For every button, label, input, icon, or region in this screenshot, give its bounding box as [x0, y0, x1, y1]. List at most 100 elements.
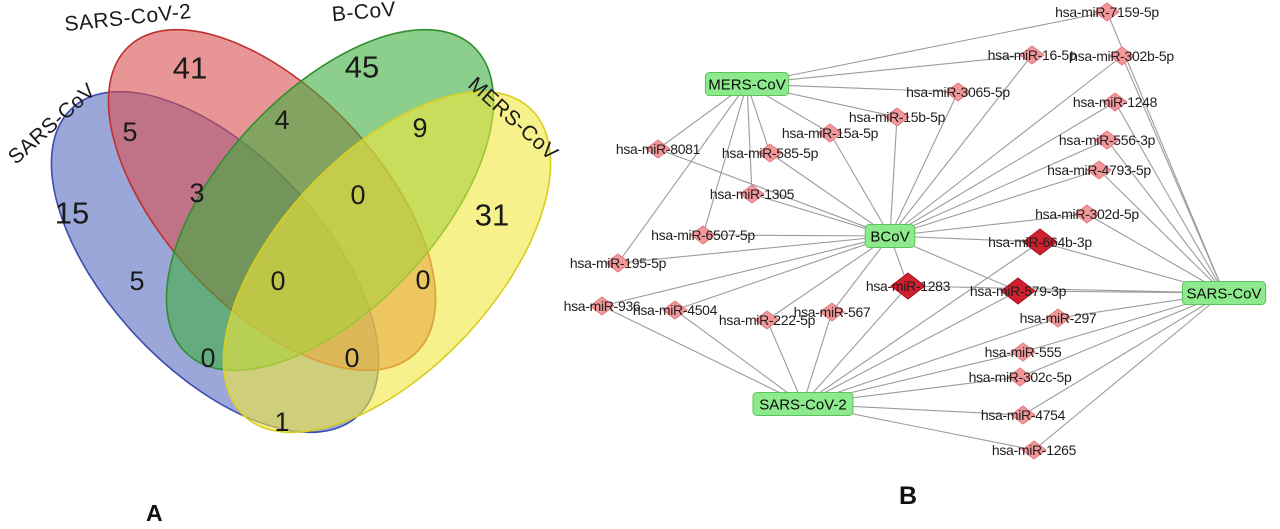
edge-BCoV-hsa-miR-556-3p [889, 139, 1108, 237]
mirna-diamond-icon-hsa-miR-8081 [645, 139, 671, 159]
mirna-label-hsa-miR-222-5p: hsa-miR-222-5p [719, 312, 816, 328]
mirna-label-hsa-miR-302c-5p: hsa-miR-302c-5p [969, 369, 1072, 385]
mirna-label-hsa-miR-302d-5p: hsa-miR-302d-5p [1035, 206, 1139, 222]
virus-label-SARS-CoV: SARS-CoV [1186, 286, 1261, 303]
edge-SARS-CoV-hsa-miR-1248 [1114, 101, 1225, 294]
mirna-label-hsa-miR-556-3p: hsa-miR-556-3p [1059, 132, 1156, 148]
mirna-label-hsa-miR-3065-5p: hsa-miR-3065-5p [906, 84, 1010, 100]
mirna-diamond-icon-hsa-miR-302b-5p [1109, 46, 1135, 66]
edge-SARS-CoV-2-hsa-miR-579-3p [802, 290, 1019, 405]
mirna-diamond-icon-hsa-miR-1305 [739, 184, 765, 204]
mirna-diamond-icon-hsa-miR-195-5p [605, 253, 631, 273]
venn-panel: SARS-CoV SARS-CoV-2 B-CoV MERS-CoV 15 41 45 31 5… [0, 0, 600, 529]
mirna-label-hsa-miR-297: hsa-miR-297 [1020, 310, 1097, 326]
mirna-diamond-icon-hsa-miR-567 [819, 302, 845, 322]
edge-BCoV-hsa-miR-302b-5p [889, 55, 1123, 237]
mirna-diamond-icon-hsa-miR-222-5p [754, 310, 780, 330]
edge-BCoV-hsa-miR-4504 [674, 235, 891, 311]
edge-BCoV-hsa-miR-936 [601, 235, 891, 307]
mirna-label-hsa-miR-579-3p: hsa-miR-579-3p [970, 283, 1067, 299]
panel-a-label: A [146, 500, 163, 526]
mirna-label-hsa-miR-1265: hsa-miR-1265 [992, 442, 1077, 458]
venn-count-SARS-CoV&SARS-CoV-2&B-CoV: 3 [189, 178, 204, 208]
mirna-diamond-icon-hsa-miR-1265 [1021, 440, 1047, 460]
mirna-diamond-icon-hsa-miR-15a-5p [817, 123, 843, 143]
edge-BCoV-hsa-miR-16-5p [889, 54, 1033, 237]
edge-BCoV-hsa-miR-4793-5p [889, 169, 1100, 237]
mirna-label-hsa-miR-4754: hsa-miR-4754 [981, 407, 1066, 423]
venn-count-SARS-CoV&B-CoV&MERS-CoV: 0 [200, 343, 215, 373]
venn-count-SARS-CoV&B-CoV: 5 [129, 266, 144, 296]
venn-count-SARS-CoV-2&B-CoV: 4 [274, 105, 289, 135]
mirna-label-hsa-miR-7159-5p: hsa-miR-7159-5p [1055, 4, 1159, 20]
edge-SARS-CoV-hsa-miR-4793-5p [1098, 169, 1225, 294]
venn-count-SARS-CoV: 15 [55, 196, 89, 231]
venn-count-SARS-CoV-2&B-CoV&MERS-CoV: 0 [350, 180, 365, 210]
mirna-label-hsa-miR-195-5p: hsa-miR-195-5p [570, 255, 667, 271]
mirna-diamond-icon-hsa-miR-4754 [1010, 405, 1036, 425]
network-svg: hsa-miR-7159-5p hsa-miR-16-5phsa-miR-302b… [564, 2, 1267, 460]
venn-count-SARS-CoV&SARS-CoV-2: 5 [122, 117, 137, 147]
edge-MERS-CoV-hsa-miR-16-5p [746, 54, 1033, 85]
virus-node-SARS-CoV [1181, 281, 1267, 305]
mirna-diamond-icon-hsa-miR-556-3p [1094, 130, 1120, 150]
venn-set-label-B-CoV: B-CoV [331, 0, 397, 26]
edge-SARS-CoV-2-hsa-miR-664b-3p [802, 241, 1041, 405]
mirna-label-hsa-miR-664b-3p: hsa-miR-664b-3p [988, 234, 1092, 250]
edge-BCoV-hsa-miR-567 [831, 235, 891, 313]
mirna-diamond-icon-hsa-miR-4504 [662, 300, 688, 320]
mirna-label-hsa-miR-4504: hsa-miR-4504 [633, 302, 718, 318]
edge-BCoV-hsa-miR-15a-5p [829, 132, 891, 237]
edge-BCoV-hsa-miR-3065-5p [889, 91, 959, 237]
edge-SARS-CoV-2-hsa-miR-936 [601, 305, 804, 405]
edge-MERS-CoV-hsa-miR-7159-5p [746, 11, 1108, 85]
mirna-diamond-icon-hsa-miR-15b-5p [884, 107, 910, 127]
edge-SARS-CoV-hsa-miR-1265 [1033, 292, 1225, 451]
mirna-label-hsa-miR-567: hsa-miR-567 [794, 304, 871, 320]
venn-count-SARS-CoV&SARS-CoV-2&MERS-CoV: 0 [344, 343, 359, 373]
mirna-diamond-icon-hsa-miR-555 [1010, 342, 1036, 362]
mirna-diamond-icon-hsa-miR-302d-5p [1074, 204, 1100, 224]
edge-BCoV-hsa-miR-6507-5p [702, 234, 891, 237]
edge-BCoV-hsa-miR-1248 [889, 101, 1116, 237]
venn-count-B-CoV: 45 [345, 50, 379, 85]
edge-MERS-CoV-hsa-miR-6507-5p [702, 83, 748, 236]
mirna-label-hsa-miR-936: hsa-miR-936 [564, 298, 641, 314]
mirna-label-hsa-miR-1248: hsa-miR-1248 [1073, 94, 1158, 110]
virus-label-BCoV: BCoV [870, 229, 909, 246]
mirna-label-hsa-miR-15b-5p: hsa-miR-15b-5p [849, 109, 946, 125]
edge-SARS-CoV-hsa-miR-556-3p [1106, 139, 1225, 294]
venn-count-SARS-CoV-2: 41 [173, 51, 207, 86]
venn-count-B-CoV&MERS-CoV: 9 [412, 113, 427, 143]
mirna-diamond-icon-hsa-miR-936 [589, 296, 615, 316]
mirna-diamond-icon-hsa-miR-1248 [1102, 92, 1128, 112]
virus-node-SARS-CoV-2 [752, 392, 854, 416]
mirna-diamond-icon-hsa-miR-16-5p [1019, 45, 1045, 65]
venn-count-MERS-CoV: 31 [475, 198, 509, 233]
venn-count-SARS-CoV&SARS-CoV-2&B-CoV&MERS-CoV: 0 [270, 266, 285, 296]
mirna-diamond-icon-hsa-miR-664b-3p [1022, 228, 1058, 256]
mirna-diamond-icon-hsa-miR-4793-5p [1086, 160, 1112, 180]
mirna-label-hsa-miR-6507-5p: hsa-miR-6507-5p [651, 227, 755, 243]
edge-SARS-CoV-hsa-miR-1283 [907, 285, 1225, 294]
edge-BCoV-hsa-miR-302d-5p [889, 213, 1088, 237]
mirna-diamond-icon-hsa-miR-7159-5p [1094, 2, 1120, 22]
edge-SARS-CoV-2-hsa-miR-297 [802, 317, 1059, 405]
venn-count-SARS-CoV&MERS-CoV: 1 [274, 407, 289, 437]
venn-count-SARS-CoV-2&MERS-CoV: 0 [415, 265, 430, 295]
mirna-label-hsa-miR-15a-5p: hsa-miR-15a-5p [782, 125, 879, 141]
virus-label-SARS-CoV-2: SARS-CoV-2 [759, 397, 847, 414]
edge-SARS-CoV-hsa-miR-4754 [1022, 292, 1225, 416]
edge-BCoV-hsa-miR-8081 [657, 148, 891, 237]
edge-SARS-CoV-2-hsa-miR-1283 [802, 285, 909, 405]
edge-SARS-CoV-2-hsa-miR-567 [802, 311, 833, 405]
edge-MERS-CoV-hsa-miR-1305 [746, 83, 753, 195]
mirna-diamond-icon-hsa-miR-1283 [890, 272, 926, 300]
virus-node-MERS-CoV [704, 72, 790, 96]
mirna-label-hsa-miR-302b-5p: hsa-miR-302b-5p [1070, 48, 1174, 64]
mirna-diamond-icon-hsa-miR-585-5p [757, 143, 783, 163]
mirna-label-hsa-miR-4793-5p: hsa-miR-4793-5p [1047, 162, 1151, 178]
mirna-diamond-icon-hsa-miR-579-3p [1000, 277, 1036, 305]
